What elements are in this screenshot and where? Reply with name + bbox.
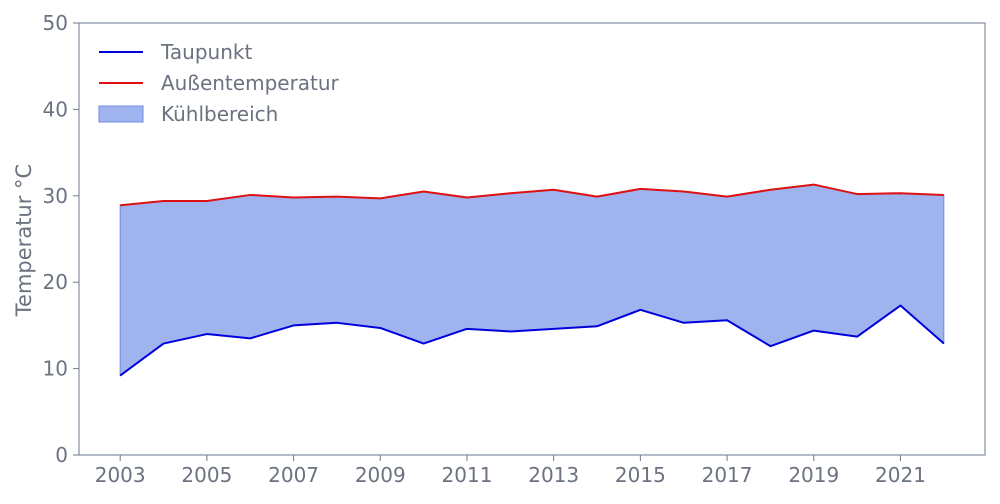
y-axis-label: Temperatur °C bbox=[12, 164, 36, 317]
x-tick-label: 2017 bbox=[702, 463, 753, 487]
legend-label: Außentemperatur bbox=[161, 71, 340, 95]
x-tick-label: 2007 bbox=[268, 463, 319, 487]
y-tick-label: 20 bbox=[43, 270, 68, 294]
x-tick-label: 2009 bbox=[355, 463, 406, 487]
y-tick-label: 30 bbox=[43, 184, 68, 208]
y-tick-label: 10 bbox=[43, 357, 68, 381]
legend-swatch-area bbox=[98, 105, 144, 123]
fill-layer bbox=[119, 184, 945, 377]
plot-frame bbox=[78, 22, 986, 456]
legend-label: Taupunkt bbox=[160, 40, 252, 64]
y-tick-label: 40 bbox=[43, 97, 68, 121]
y-tick-label: 50 bbox=[43, 11, 68, 35]
legend-item-dew-point: Taupunkt bbox=[99, 40, 252, 64]
axes-layer bbox=[78, 22, 986, 456]
x-tick-label: 2021 bbox=[875, 463, 926, 487]
x-tick-label: 2013 bbox=[528, 463, 579, 487]
legend-label: Kühlbereich bbox=[161, 102, 278, 126]
x-tick-label: 2003 bbox=[95, 463, 146, 487]
legend-item-outside-temperature: Außentemperatur bbox=[99, 71, 340, 95]
lines-layer bbox=[119, 183, 945, 377]
x-tick-label: 2019 bbox=[788, 463, 839, 487]
outside-temperature-line bbox=[120, 183, 944, 207]
cooling-range-area bbox=[119, 184, 945, 377]
legend-item-cooling-range: Kühlbereich bbox=[98, 102, 278, 126]
x-tick-label: 2011 bbox=[442, 463, 493, 487]
ticks-layer: 2003 2005 2007 2009 2011 2013 2015 2017 2019 2021… bbox=[43, 11, 926, 487]
x-tick-label: 2015 bbox=[615, 463, 666, 487]
y-tick-label: 0 bbox=[55, 443, 68, 467]
dew-point-line bbox=[119, 304, 945, 377]
legend: Taupunkt Außentemperatur Kühlbereich bbox=[98, 40, 340, 126]
x-tick-label: 2005 bbox=[181, 463, 232, 487]
